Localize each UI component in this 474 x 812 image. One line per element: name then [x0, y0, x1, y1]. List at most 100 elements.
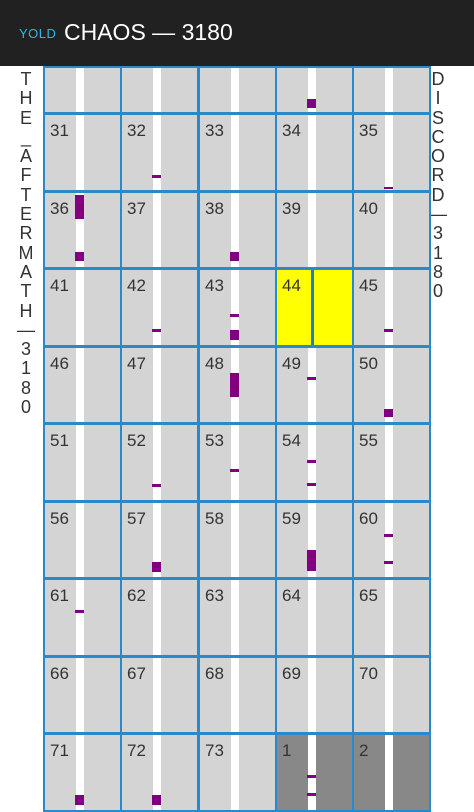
event-column — [76, 658, 84, 732]
day-cell[interactable] — [354, 68, 429, 112]
day-cell[interactable]: 55 — [354, 425, 429, 500]
day-cell[interactable]: 64 — [277, 580, 352, 655]
next-season-char: D — [431, 184, 445, 205]
day-cell[interactable]: 62 — [122, 580, 197, 655]
day-cell[interactable]: 51 — [45, 425, 120, 500]
day-cell[interactable]: 73 — [200, 735, 275, 810]
next-season-char: C — [431, 126, 445, 147]
day-cell[interactable]: 67 — [122, 658, 197, 732]
day-number: 72 — [127, 741, 146, 760]
day-cell[interactable]: 47 — [122, 348, 197, 422]
event-column — [231, 425, 239, 500]
event-column — [76, 68, 84, 112]
day-cell[interactable]: 65 — [354, 580, 429, 655]
day-cell[interactable] — [200, 68, 275, 112]
previous-season-char: 8 — [20, 377, 31, 398]
previous-season-char: _ — [20, 126, 31, 147]
day-cell[interactable]: 60 — [354, 503, 429, 577]
day-number: 35 — [359, 121, 378, 140]
day-number: 32 — [127, 121, 146, 140]
day-cell[interactable]: 69 — [277, 658, 352, 732]
day-cell[interactable]: 63 — [200, 580, 275, 655]
day-cell[interactable]: 54 — [277, 425, 352, 500]
event-column — [76, 115, 84, 190]
event-marker — [384, 561, 393, 564]
event-column — [385, 193, 393, 267]
day-cell[interactable]: 70 — [354, 658, 429, 732]
day-cell[interactable]: 34 — [277, 115, 352, 190]
day-cell-today[interactable]: 44 — [277, 270, 352, 345]
event-marker — [75, 795, 84, 805]
day-number: 64 — [282, 586, 301, 605]
day-cell[interactable]: 33 — [200, 115, 275, 190]
day-cell[interactable]: 48 — [200, 348, 275, 422]
next-season-char: R — [431, 165, 445, 186]
day-cell[interactable]: 2 — [354, 735, 429, 810]
day-cell[interactable]: 42 — [122, 270, 197, 345]
day-number: 70 — [359, 664, 378, 683]
day-cell[interactable]: 35 — [354, 115, 429, 190]
day-number: 62 — [127, 586, 146, 605]
event-marker — [152, 175, 161, 178]
day-cell[interactable]: 46 — [45, 348, 120, 422]
event-column — [76, 425, 84, 500]
previous-season-char: H — [19, 88, 33, 109]
day-cell[interactable]: 56 — [45, 503, 120, 577]
day-cell[interactable]: 58 — [200, 503, 275, 577]
day-number: 39 — [282, 199, 301, 218]
day-number: 55 — [359, 431, 378, 450]
day-cell[interactable]: 31 — [45, 115, 120, 190]
next-season-char: O — [430, 146, 445, 167]
event-column — [76, 270, 84, 345]
day-number: 56 — [50, 509, 69, 528]
day-cell[interactable]: 68 — [200, 658, 275, 732]
day-cell[interactable]: 59 — [277, 503, 352, 577]
event-marker — [307, 775, 316, 778]
day-cell[interactable]: 53 — [200, 425, 275, 500]
event-column — [231, 658, 239, 732]
event-marker — [230, 469, 239, 472]
day-cell[interactable]: 66 — [45, 658, 120, 732]
day-cell[interactable]: 49 — [277, 348, 352, 422]
day-cell[interactable]: 39 — [277, 193, 352, 267]
day-cell[interactable]: 61 — [45, 580, 120, 655]
day-number: 65 — [359, 586, 378, 605]
previous-season-char: — — [17, 319, 35, 340]
day-cell[interactable]: 72 — [122, 735, 197, 810]
event-column — [308, 115, 316, 190]
day-cell[interactable]: 36 — [45, 193, 120, 267]
day-cell[interactable]: 41 — [45, 270, 120, 345]
event-column — [385, 503, 393, 577]
previous-season-char: H — [19, 300, 33, 321]
next-season-char: — — [429, 204, 447, 225]
season-abbreviation: YOLD — [19, 26, 57, 41]
day-number: 59 — [282, 509, 301, 528]
event-column — [76, 348, 84, 422]
day-cell[interactable]: 38 — [200, 193, 275, 267]
next-season-char: D — [431, 69, 445, 89]
day-cell[interactable]: 52 — [122, 425, 197, 500]
day-cell[interactable]: 45 — [354, 270, 429, 345]
day-number: 49 — [282, 354, 301, 373]
event-column — [231, 193, 239, 267]
day-cell[interactable]: 50 — [354, 348, 429, 422]
day-cell[interactable]: 57 — [122, 503, 197, 577]
day-cell[interactable]: 37 — [122, 193, 197, 267]
calendar-grid: 31 32 33 34 35 36 37 38 39 40 41 42 43 44 45 46 47 48 49 50… — [43, 66, 431, 812]
event-marker — [152, 484, 161, 487]
event-column — [231, 115, 239, 190]
day-cell[interactable] — [45, 68, 120, 112]
day-cell[interactable]: 71 — [45, 735, 120, 810]
day-cell[interactable]: 43 — [200, 270, 275, 345]
day-cell[interactable]: 1 — [277, 735, 352, 810]
previous-season-label[interactable]: T H E _ A F T E R M A T H —3 1 8 0 — [15, 69, 37, 417]
event-marker — [307, 377, 316, 380]
previous-season-char: A — [19, 146, 32, 167]
day-cell[interactable]: 32 — [122, 115, 197, 190]
next-season-label[interactable]: D I S C O R D —3 1 8 0 — [427, 69, 449, 302]
day-cell[interactable]: 40 — [354, 193, 429, 267]
day-cell[interactable] — [277, 68, 352, 112]
day-cell[interactable] — [122, 68, 197, 112]
day-number: 1 — [282, 741, 292, 760]
event-column — [76, 503, 84, 577]
